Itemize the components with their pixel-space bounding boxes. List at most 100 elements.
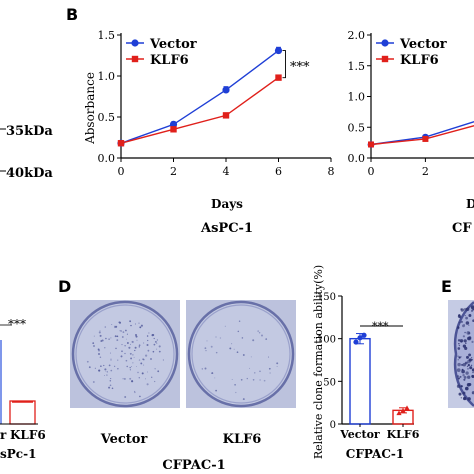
colony-dot bbox=[141, 372, 144, 375]
colony-dot bbox=[98, 369, 101, 372]
colony-dot bbox=[458, 392, 462, 396]
colony-dot bbox=[111, 323, 113, 326]
colony-dot bbox=[265, 338, 268, 340]
colony-dot bbox=[110, 360, 112, 361]
colony-dot bbox=[471, 306, 474, 310]
colony-dot bbox=[99, 334, 102, 337]
colony-dot bbox=[106, 374, 108, 376]
colony-dot bbox=[104, 326, 107, 328]
colony-dot bbox=[129, 369, 131, 371]
chart1-ytick-label: 1.5 bbox=[98, 29, 116, 42]
colony-dot bbox=[206, 340, 208, 342]
colony-dot bbox=[471, 357, 473, 359]
colony-dot bbox=[269, 372, 271, 374]
colony-dot bbox=[240, 378, 243, 381]
colony-dot bbox=[130, 357, 133, 360]
colony-dot bbox=[156, 339, 159, 341]
colony-dot bbox=[120, 355, 123, 358]
colony-dot bbox=[276, 362, 279, 365]
chart1-legend-label: Vector bbox=[149, 37, 197, 52]
colony-dot bbox=[457, 359, 459, 361]
colony-dot bbox=[99, 330, 101, 332]
colony-dot bbox=[460, 397, 463, 399]
colony-dot bbox=[120, 330, 122, 332]
colony-dot bbox=[110, 378, 112, 380]
colony-dot bbox=[215, 336, 217, 338]
colony-dot bbox=[461, 369, 465, 374]
colony-dot bbox=[458, 314, 461, 317]
colony-dot bbox=[132, 354, 134, 356]
panel-c-significance: *** bbox=[8, 317, 26, 331]
colony-dot bbox=[233, 348, 235, 350]
colony-dot bbox=[135, 335, 138, 338]
colony-dot bbox=[267, 356, 270, 358]
colony-dot bbox=[138, 346, 140, 348]
chart1-xtick-label: 6 bbox=[275, 165, 282, 178]
colony-dot bbox=[117, 368, 119, 370]
colony-dot bbox=[124, 352, 126, 355]
colony-dot bbox=[146, 335, 149, 337]
colony-dot bbox=[156, 348, 158, 350]
photo-caption-klf6: KLF6 bbox=[223, 432, 262, 447]
chart1-line-vector bbox=[120, 50, 279, 144]
colony-dot bbox=[155, 341, 157, 343]
chart3-point-vector bbox=[357, 335, 363, 341]
colony-dot bbox=[463, 396, 467, 401]
colony-dot bbox=[105, 337, 107, 340]
colony-dot bbox=[219, 337, 222, 339]
colony-dot bbox=[147, 339, 149, 342]
colony-dot bbox=[110, 369, 113, 372]
colony-dot bbox=[134, 349, 136, 352]
colony-dot bbox=[460, 385, 463, 388]
kda-35-label: 35kDa bbox=[6, 124, 53, 139]
colony-dot bbox=[457, 339, 461, 342]
colony-dot bbox=[158, 345, 161, 348]
colony-dot bbox=[470, 364, 473, 367]
colony-dot bbox=[143, 364, 145, 366]
colony-dot bbox=[122, 331, 125, 333]
colony-dot bbox=[464, 314, 466, 317]
colony-dot bbox=[146, 383, 149, 386]
colony-dot bbox=[238, 320, 241, 323]
colony-dot bbox=[129, 352, 132, 355]
chart1-line-klf6 bbox=[120, 77, 279, 144]
colony-dot bbox=[242, 398, 245, 401]
chart3-significance: *** bbox=[372, 320, 389, 333]
panel-label-b: B bbox=[66, 5, 78, 24]
chart2-ytick-label: 1.0 bbox=[348, 91, 366, 104]
colony-dot bbox=[136, 339, 138, 341]
colony-dot bbox=[457, 362, 461, 367]
chart2-xlabel-partial: D bbox=[466, 197, 474, 211]
chart1-ytick-label: 1.0 bbox=[98, 70, 116, 83]
chart2-xtick-label: 2 bbox=[422, 165, 429, 178]
colony-dot bbox=[252, 378, 255, 381]
chart2-legend-label: KLF6 bbox=[400, 53, 439, 68]
colony-dot bbox=[124, 345, 126, 347]
colony-dot bbox=[93, 345, 95, 347]
colony-dot bbox=[138, 376, 141, 379]
colony-dot bbox=[468, 358, 472, 362]
colony-dot bbox=[467, 375, 471, 379]
colony-dot bbox=[252, 339, 255, 342]
colony-dot bbox=[88, 366, 91, 369]
colony-dot bbox=[126, 338, 127, 340]
colony-dot bbox=[468, 324, 470, 326]
aspc1-growth-chart: Absorbance Days AsPC-1 *** 0.0 0.5 1.0 1.5 0… bbox=[83, 29, 335, 236]
chart1-ytick-label: 0.0 bbox=[98, 152, 116, 165]
colony-dot bbox=[231, 379, 233, 381]
colony-dot bbox=[106, 371, 108, 373]
colony-dot bbox=[224, 325, 226, 327]
colony-dot bbox=[462, 344, 467, 348]
colony-dot bbox=[462, 335, 466, 338]
chart2-legend-marker bbox=[381, 55, 389, 63]
colony-dot bbox=[133, 356, 135, 358]
chart3-point-vector bbox=[353, 339, 359, 345]
colony-dot bbox=[146, 371, 149, 373]
colony-dot bbox=[471, 374, 474, 378]
chart1-ylabel: Absorbance bbox=[83, 72, 97, 145]
colony-dot bbox=[463, 375, 467, 379]
colony-dot bbox=[103, 375, 105, 377]
colony-dot bbox=[468, 353, 472, 357]
colony-dot bbox=[465, 386, 469, 391]
